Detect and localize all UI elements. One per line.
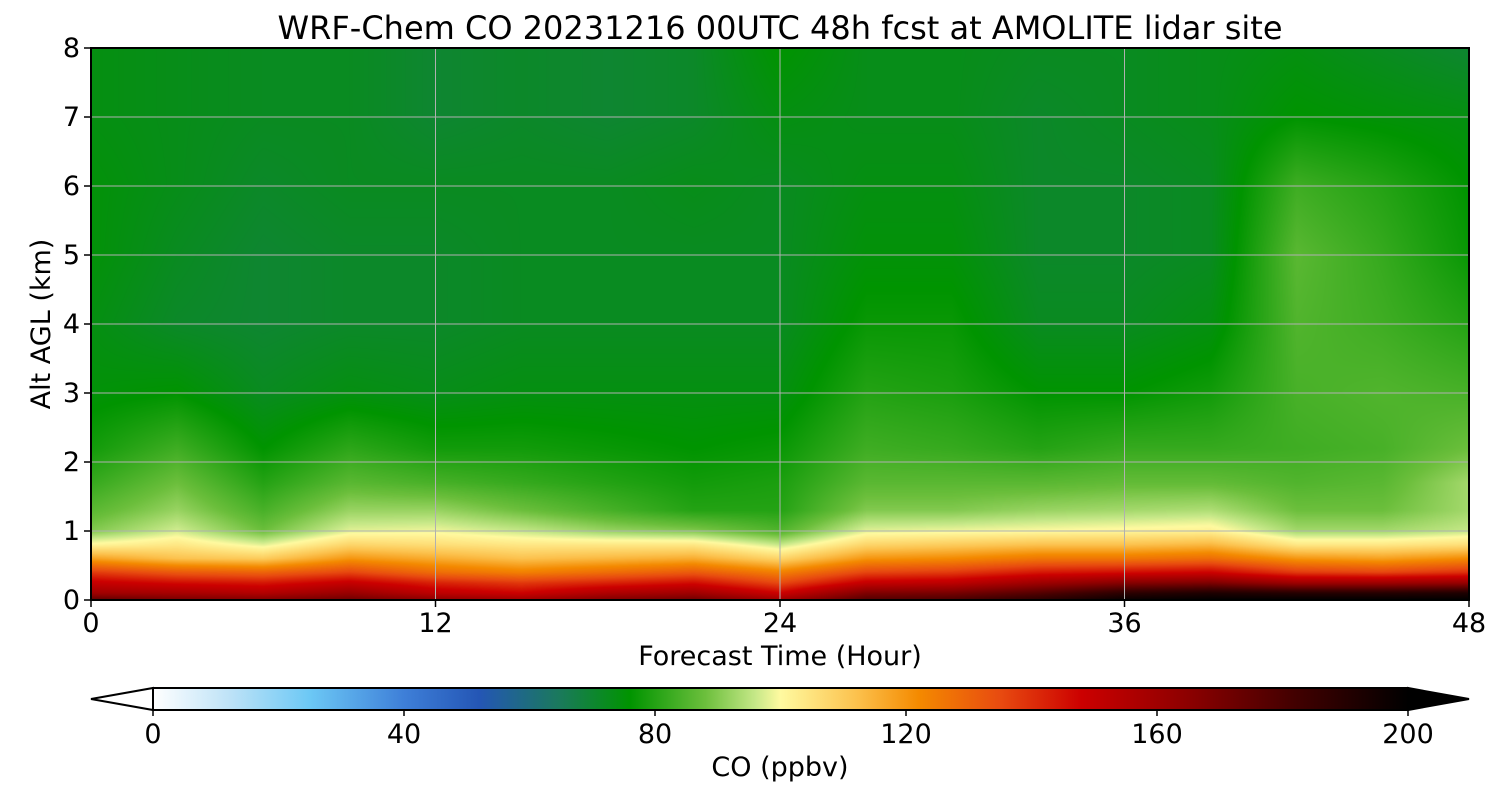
y-tick-label: 4	[63, 309, 80, 340]
colorbar-tick-label: 160	[1131, 719, 1183, 750]
y-axis: 0 1 2 3 4 5 6 7 8	[63, 33, 91, 616]
y-tick-label: 8	[63, 33, 80, 64]
x-tick-label: 48	[1452, 608, 1486, 639]
grid-lines	[91, 48, 1469, 600]
y-tick-label: 7	[63, 102, 80, 133]
y-tick-label: 5	[63, 240, 80, 271]
y-tick-label: 3	[63, 378, 80, 409]
x-tick-label: 36	[1107, 608, 1141, 639]
colorbar-min-extend-arrow	[90, 686, 154, 712]
y-tick-label: 6	[63, 171, 80, 202]
chart-title: WRF-Chem CO 20231216 00UTC 48h fcst at A…	[277, 9, 1282, 47]
colorbar-label: CO (ppbv)	[711, 752, 848, 783]
x-axis-label: Forecast Time (Hour)	[638, 641, 922, 672]
colorbar-tick-label: 200	[1382, 719, 1434, 750]
colorbar-tick-label: 80	[638, 719, 672, 750]
x-axis: 0 12 24 36 48	[82, 600, 1486, 639]
colorbar-tick-label: 0	[144, 719, 161, 750]
x-tick-label: 0	[82, 608, 99, 639]
colorbar-tick-label: 40	[387, 719, 421, 750]
y-tick-label: 1	[63, 516, 80, 547]
colorbar-tick-label: 120	[880, 719, 932, 750]
y-tick-label: 2	[63, 447, 80, 478]
y-axis-label: Alt AGL (km)	[26, 239, 57, 410]
colorbar-ticks: 0 40 80 120 160 200	[144, 710, 1434, 750]
colorbar-gradient	[152, 687, 1409, 711]
x-tick-label: 12	[418, 608, 452, 639]
x-tick-label: 24	[763, 608, 797, 639]
colorbar-max-extend-arrow	[1407, 686, 1470, 712]
colorbar: 0 40 80 120 160 200 CO (ppbv)	[90, 686, 1470, 783]
y-tick-label: 0	[63, 585, 80, 616]
